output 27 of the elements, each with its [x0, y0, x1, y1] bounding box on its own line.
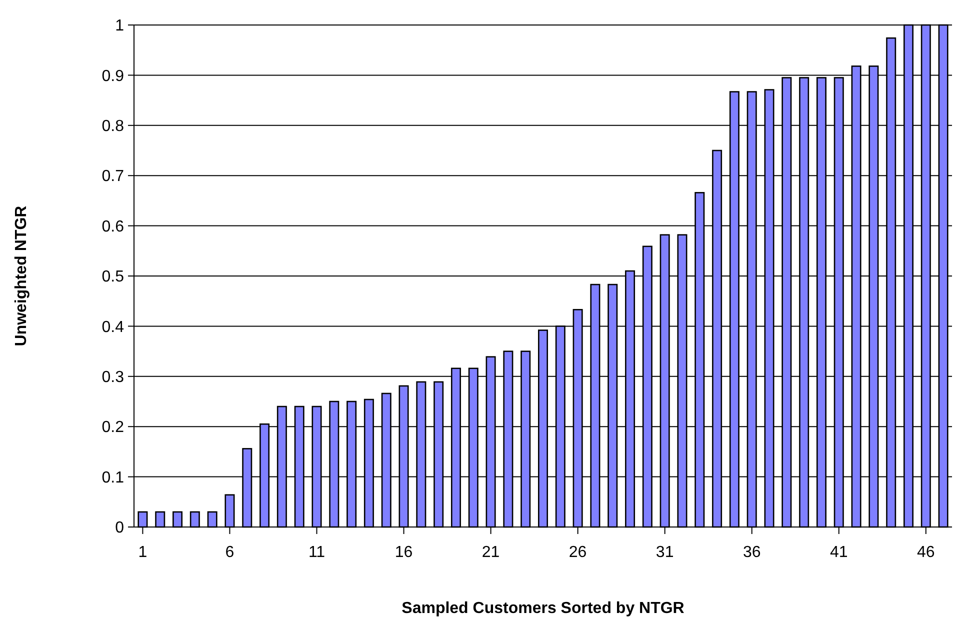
x-tick-label: 26 — [568, 544, 587, 561]
bar — [172, 511, 183, 528]
x-tick-label: 41 — [830, 544, 848, 561]
x-tick-label: 1 — [138, 544, 148, 561]
x-tick-label: 6 — [225, 544, 234, 561]
y-axis-title: Unweighted NTGR — [13, 205, 30, 346]
x-tick-label: 31 — [656, 544, 674, 561]
x-tick-label: 21 — [482, 544, 500, 561]
x-tick-label: 36 — [742, 544, 761, 561]
bar — [190, 511, 200, 528]
x-tick-label: 11 — [308, 544, 326, 561]
x-tick-label: 16 — [394, 544, 413, 561]
x-tick-label: 46 — [916, 544, 935, 561]
bar — [155, 511, 166, 528]
y-tick-label: 0.4 — [102, 318, 124, 336]
y-tick-label: 0.3 — [102, 369, 124, 386]
y-tick-label: 0 — [115, 520, 124, 537]
x-axis-title: Sampled Customers Sorted by NTGR — [402, 600, 685, 617]
y-tick-label: 0.2 — [102, 419, 124, 436]
y-tick-label: 0.7 — [102, 168, 124, 186]
y-tick-label: 0.9 — [102, 68, 124, 85]
y-tick-label: 0.5 — [102, 268, 124, 286]
y-tick-label: 0.8 — [102, 118, 124, 135]
y-tick-label: 1 — [115, 18, 124, 35]
y-tick-label: 0.1 — [102, 469, 124, 486]
bar — [207, 511, 218, 528]
y-tick-label: 0.6 — [102, 218, 124, 236]
